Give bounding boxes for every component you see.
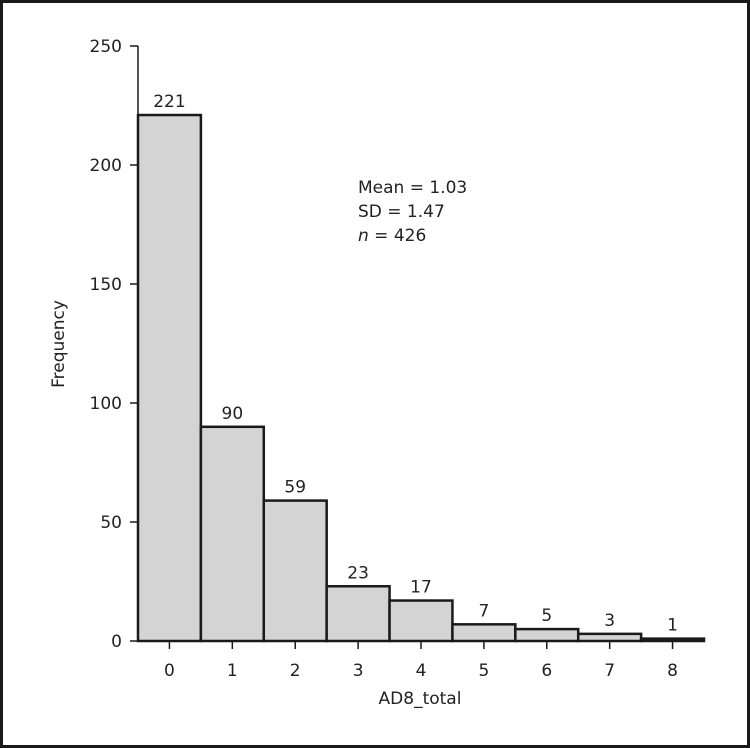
y-axis: 0 50 100 150 200 250 bbox=[90, 37, 139, 652]
bar-value-label-1: 90 bbox=[222, 404, 244, 424]
bar-value-label-0: 221 bbox=[153, 92, 185, 112]
bar-2 bbox=[262, 499, 328, 643]
y-axis-title: Frequency bbox=[49, 300, 69, 388]
bar-value-label-6: 5 bbox=[541, 606, 552, 626]
bars-group bbox=[136, 113, 706, 643]
x-tick-label-8: 8 bbox=[667, 661, 678, 681]
bar-7 bbox=[576, 632, 643, 643]
bar-value-label-8: 1 bbox=[667, 616, 678, 636]
bar-value-label-5: 7 bbox=[478, 601, 489, 621]
x-tick-label-4: 4 bbox=[416, 661, 427, 681]
bar-3 bbox=[325, 585, 391, 643]
n-value: = 426 bbox=[369, 226, 427, 246]
bar-value-label-7: 3 bbox=[604, 611, 615, 631]
y-tick-label-250: 250 bbox=[90, 37, 122, 57]
bar-0 bbox=[136, 113, 203, 643]
n-symbol: n bbox=[358, 226, 369, 246]
bar-value-label-2: 59 bbox=[284, 478, 306, 498]
sd-stat: SD = 1.47 bbox=[358, 202, 445, 222]
x-tick-label-6: 6 bbox=[541, 661, 552, 681]
x-tick-label-1: 1 bbox=[227, 661, 238, 681]
x-tick-label-3: 3 bbox=[353, 661, 364, 681]
bar-1 bbox=[199, 425, 266, 643]
bar-labels-group: 221 90 59 23 17 7 5 3 1 bbox=[153, 92, 678, 636]
x-tick-label-5: 5 bbox=[478, 661, 489, 681]
bar-4 bbox=[388, 599, 454, 643]
n-stat: n = 426 bbox=[358, 226, 426, 246]
bar-6 bbox=[514, 627, 580, 643]
x-tick-label-2: 2 bbox=[290, 661, 301, 681]
y-tick-label-0: 0 bbox=[111, 632, 122, 652]
y-tick-label-200: 200 bbox=[90, 156, 122, 176]
x-tick-label-7: 7 bbox=[604, 661, 615, 681]
y-tick-label-100: 100 bbox=[90, 394, 122, 414]
x-tick-label-0: 0 bbox=[164, 661, 175, 681]
bar-value-label-4: 17 bbox=[410, 578, 432, 598]
x-axis: 0 1 2 3 4 5 6 7 8 bbox=[138, 640, 704, 681]
stats-annotation: Mean = 1.03 SD = 1.47 n = 426 bbox=[358, 178, 467, 246]
bar-5 bbox=[451, 623, 517, 643]
y-tick-label-150: 150 bbox=[90, 275, 122, 295]
x-axis-title: AD8_total bbox=[379, 689, 462, 709]
mean-stat: Mean = 1.03 bbox=[358, 178, 467, 198]
bar-value-label-3: 23 bbox=[347, 563, 369, 583]
y-tick-label-50: 50 bbox=[100, 513, 122, 533]
